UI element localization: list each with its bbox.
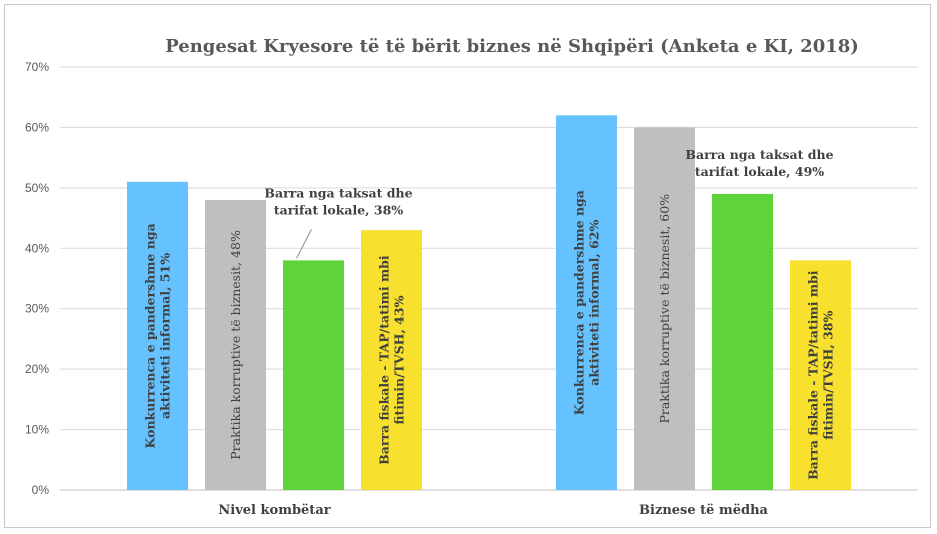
bar-data-label-line: Barra nga taksat dhe — [685, 147, 833, 162]
bar-data-label: Konkurrenca e pandershme nga aktiviteti i… — [143, 223, 173, 448]
bar-callout-label: Barra nga taksat dhe tarifat lokale, 38% — [264, 185, 413, 259]
bar — [283, 260, 344, 490]
y-tick-label: 0% — [32, 483, 50, 497]
y-axis-ticks: 0% 10% 20% 30% 40% 50% 60% 70% — [25, 60, 49, 497]
bar-data-label-line: Praktika korruptive të biznesit, 48% — [228, 230, 243, 460]
bar-data-label-line: Barra nga taksat dhe — [264, 185, 412, 200]
bar-data-label-line: aktiviteti informal, 62% — [587, 220, 602, 386]
gridlines — [60, 66, 918, 491]
bar — [634, 127, 695, 490]
callout-leader-line — [296, 229, 312, 259]
y-tick-label: 10% — [25, 423, 49, 437]
bar — [361, 230, 422, 490]
y-tick-label: 70% — [25, 60, 49, 74]
bar-data-label: Barra fiskale - TAP/tatimi mbi fitimin/TV… — [377, 255, 407, 465]
bar-data-label-line: fitimin/TVSH, 43% — [392, 295, 407, 424]
bar — [712, 193, 773, 490]
bar — [556, 115, 617, 490]
bar-data-label-line: Barra fiskale - TAP/tatimi mbi — [377, 255, 392, 465]
bar-data-label: Praktika korruptive të biznesit, 60% — [657, 194, 672, 424]
bar-data-label-line: Praktika korruptive të biznesit, 60% — [657, 194, 672, 424]
bar — [127, 181, 188, 491]
bar — [205, 199, 266, 490]
y-tick-label: 40% — [25, 241, 49, 255]
y-tick-label: 50% — [25, 181, 49, 195]
bar — [790, 260, 851, 490]
bar-data-label-line: tarifat lokale, 38% — [274, 202, 403, 217]
bar-data-label-line: Konkurrenca e pandershme nga — [572, 190, 587, 415]
bar-data-label-line: fitimin/TVSH, 38% — [821, 311, 836, 440]
x-category-label: Nivel kombëtar — [218, 503, 330, 518]
y-tick-label: 60% — [25, 120, 49, 134]
bar-data-label-line: tarifat lokale, 49% — [695, 164, 824, 179]
bar-data-label-line: aktiviteti informal, 51% — [158, 253, 173, 419]
bar-data-label: Praktika korruptive të biznesit, 48% — [228, 230, 243, 460]
chart-title: Pengesat Kryesore të të bërit biznes në … — [165, 36, 859, 57]
x-category-label: Biznese të mëdha — [639, 503, 769, 518]
bar-data-label-line: Konkurrenca e pandershme nga — [143, 223, 158, 448]
bar-data-label-line: Barra fiskale - TAP/tatimi mbi — [806, 270, 821, 480]
bar-data-label: Konkurrenca e pandershme nga aktiviteti i… — [572, 190, 602, 415]
bar-data-label: Barra fiskale - TAP/tatimi mbi fitimin/TV… — [806, 270, 836, 480]
y-tick-label: 30% — [25, 302, 49, 316]
y-tick-label: 20% — [25, 362, 49, 376]
x-axis-categories: Nivel kombëtar Biznese të mëdha — [218, 503, 768, 518]
bar-callout-label: Barra nga taksat dhe tarifat lokale, 49% — [685, 147, 833, 179]
bar-labels: Konkurrenca e pandershme nga aktiviteti i… — [143, 147, 836, 480]
bars — [127, 115, 851, 491]
